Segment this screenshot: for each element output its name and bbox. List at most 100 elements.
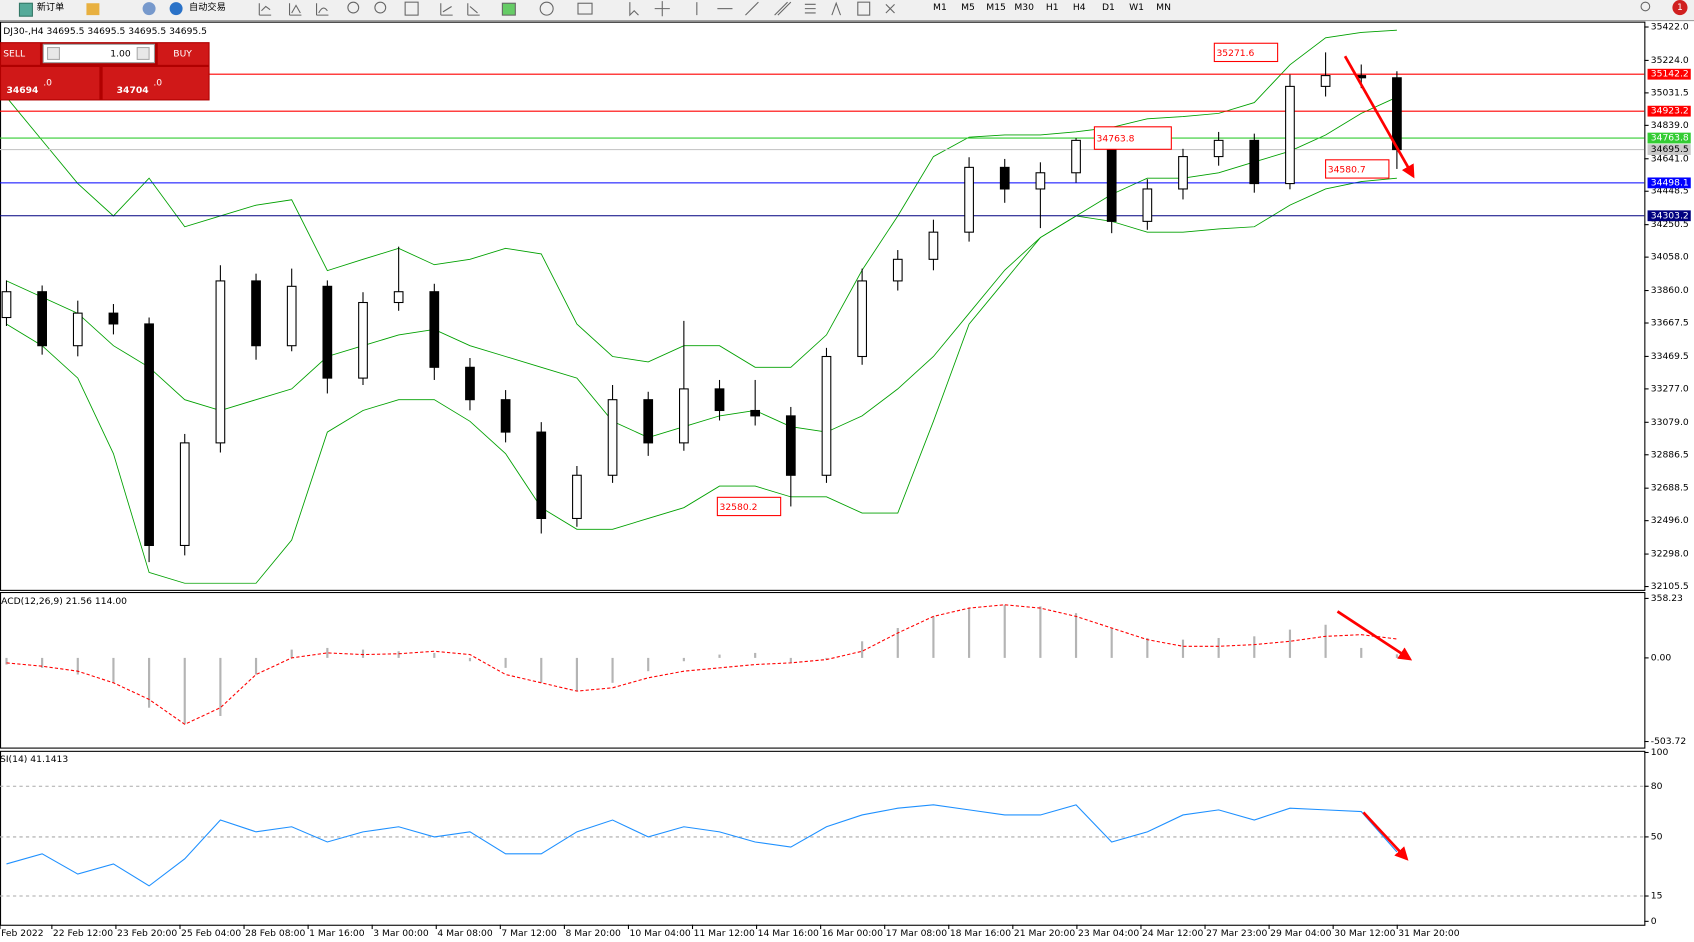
buy-button[interactable] <box>157 43 209 65</box>
sell-button[interactable] <box>1 43 40 65</box>
y-tick-label: 0.00 <box>1651 652 1672 663</box>
icon[interactable] <box>347 1 360 14</box>
price-annotation-box <box>1093 126 1172 150</box>
y-tick-label: 34839.0 <box>1651 120 1689 131</box>
x-tick-label: 23 Mar 04:00 <box>1078 928 1139 939</box>
bollinger-band <box>6 96 1398 438</box>
price-level-box <box>1647 210 1691 222</box>
icon[interactable] <box>654 1 670 17</box>
volume-value: 1.00 <box>110 49 131 60</box>
auto-trading-button[interactable]: 自动交易 <box>169 1 226 16</box>
candle-body <box>785 415 796 476</box>
candle-body <box>465 366 475 401</box>
icon[interactable] <box>316 3 329 16</box>
candle-body <box>500 399 511 433</box>
y-tick-label: 100 <box>1651 747 1669 758</box>
x-tick-label: 7 Mar 12:00 <box>501 928 557 939</box>
price-panel <box>0 21 1646 591</box>
timeframe-button[interactable]: H4 <box>1073 2 1086 13</box>
candle-body <box>1 291 12 319</box>
candle-body <box>999 166 1010 190</box>
candle-body <box>322 285 333 379</box>
icon[interactable] <box>857 1 871 16</box>
timeframe-button[interactable]: M30 <box>1014 2 1034 13</box>
y-tick-label: 15 <box>1651 891 1663 902</box>
y-tick-label: 33860.0 <box>1651 285 1689 296</box>
icon[interactable] <box>142 2 156 16</box>
candle-body <box>821 355 832 476</box>
icon[interactable] <box>440 3 453 16</box>
icon[interactable] <box>539 1 554 16</box>
panel-title: DJ30-,H4 34695.5 34695.5 34695.5 34695.5 <box>3 26 207 37</box>
icon[interactable] <box>629 2 639 17</box>
icon[interactable] <box>804 3 816 14</box>
x-tick-label: 21 Mar 20:00 <box>1014 928 1075 939</box>
icon[interactable] <box>467 3 480 16</box>
timeframe-button[interactable]: MN <box>1156 2 1171 13</box>
candle-body <box>679 388 689 444</box>
candle-body <box>964 166 974 233</box>
x-tick-label: 4 Mar 08:00 <box>437 928 493 939</box>
candle-body <box>1213 139 1224 158</box>
panel-title: ACD(12,26,9) 21.56 114.00 <box>1 596 127 607</box>
candle-body <box>1392 77 1402 151</box>
timeframe-button[interactable]: M1 <box>933 2 947 13</box>
new-order-button[interactable]: 新订单 <box>18 1 64 17</box>
spin-down[interactable] <box>46 46 60 60</box>
candle-body <box>1178 156 1188 190</box>
icon[interactable] <box>404 1 419 16</box>
price-annotation-box <box>716 496 782 517</box>
candle-body <box>1249 139 1260 185</box>
icon[interactable] <box>501 2 516 16</box>
panel-title: SI(14) 41.1413 <box>0 754 68 765</box>
icon[interactable] <box>288 3 302 16</box>
y-tick-label: 35422.0 <box>1651 22 1689 33</box>
price-annotation-box <box>1213 42 1279 63</box>
x-tick-label: 1 Mar 16:00 <box>309 928 365 939</box>
panel-plot <box>5 604 1398 725</box>
icon[interactable] <box>745 1 759 16</box>
timeframe-button[interactable]: M15 <box>986 2 1006 13</box>
macd-signal <box>6 604 1397 725</box>
arrow <box>1343 55 1415 179</box>
timeframe-button[interactable]: H1 <box>1046 2 1059 13</box>
x-tick-label: 31 Mar 20:00 <box>1398 928 1459 939</box>
candle-body <box>643 399 654 444</box>
search-icon[interactable] <box>1640 1 1651 12</box>
icon[interactable] <box>831 1 842 16</box>
timeframe-button[interactable]: W1 <box>1129 2 1144 13</box>
panel-plot: 35271.6 34763.8 34580.7 32580.2 <box>0 29 1645 584</box>
icon[interactable] <box>86 3 100 16</box>
y-tick-label: 33667.5 <box>1651 318 1689 329</box>
x-tick-label: 11 Mar 12:00 <box>694 928 755 939</box>
y-tick-label: 33277.0 <box>1651 383 1689 394</box>
icon[interactable] <box>577 2 593 15</box>
timeframe-button[interactable]: D1 <box>1102 2 1115 13</box>
candle-body <box>251 280 261 347</box>
notification-badge[interactable] <box>1672 0 1688 16</box>
x-tick-label: 27 Mar 23:00 <box>1206 928 1267 939</box>
sell-label: SELL <box>3 49 26 60</box>
y-tick-label: 34058.0 <box>1651 252 1689 263</box>
volume-input[interactable] <box>42 43 156 64</box>
buy-price-box[interactable] <box>102 66 209 100</box>
candle-body <box>286 285 297 347</box>
price-annotation: 35271.6 <box>1216 48 1254 59</box>
candle-body <box>144 323 154 546</box>
price-annotation: 34580.7 <box>1328 165 1366 176</box>
icon[interactable] <box>258 3 272 16</box>
icon[interactable] <box>885 3 895 14</box>
icon[interactable] <box>774 1 792 16</box>
arrow <box>1336 610 1413 661</box>
y-tick-label: 32688.5 <box>1651 483 1689 494</box>
spin-up[interactable] <box>136 46 150 60</box>
timeframe-button[interactable]: M5 <box>961 2 975 13</box>
price-annotation: 34763.8 <box>1097 134 1135 145</box>
icon[interactable] <box>374 1 387 14</box>
trend-arrows <box>1336 55 1415 861</box>
x-tick-label: 25 Feb 04:00 <box>181 928 241 939</box>
sell-price-box[interactable] <box>1 66 100 100</box>
panel-plot <box>0 785 1645 897</box>
